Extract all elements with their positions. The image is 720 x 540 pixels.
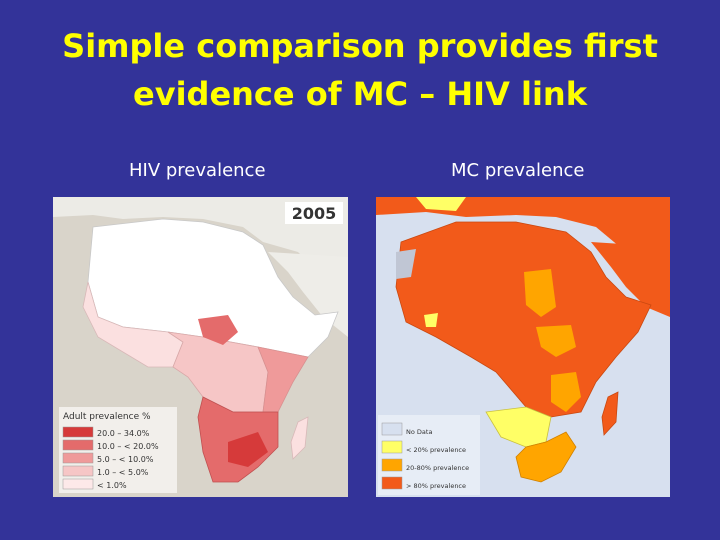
hiv-map-madagascar: [290, 416, 309, 460]
mc-prevalence-map: No Data < 20% prevalence 20-80% prevalence…: [376, 197, 670, 497]
hiv-legend-label: < 1.0%: [97, 481, 127, 490]
mc-map-madagascar: [601, 391, 619, 436]
hiv-year-label: 2005: [292, 204, 337, 223]
mc-map-africa-high: [395, 221, 652, 418]
mc-map-south-mid: [515, 431, 577, 483]
hiv-prevalence-map: 2005 Adult prevalence % 20.0 – 34.0% 10.0…: [53, 197, 348, 497]
mc-legend-swatch: [381, 440, 403, 454]
mc-legend: No Data < 20% prevalence 20-80% prevalence…: [381, 422, 469, 490]
hiv-legend-title: Adult prevalence %: [63, 412, 151, 422]
mc-map-east-mid: [551, 372, 581, 412]
hiv-legend-label: 5.0 – < 10.0%: [97, 455, 154, 464]
mc-legend-swatch: [381, 458, 403, 472]
hiv-map-car: [198, 315, 238, 345]
mc-legend-label: No Data: [406, 428, 432, 436]
hiv-map-graphic: 2005 Adult prevalence % 20.0 – 34.0% 10.0…: [53, 197, 348, 497]
hiv-legend-swatch: [62, 465, 94, 477]
hiv-legend-swatch: [62, 439, 94, 451]
hiv-map-highest-band: [228, 432, 268, 467]
mc-legend-label: > 80% prevalence: [406, 482, 466, 490]
hiv-year-box: [285, 202, 343, 224]
mc-map-central-mid: [536, 325, 576, 357]
mc-map-west-low: [424, 313, 438, 327]
mc-legend-swatch: [381, 422, 403, 436]
hiv-legend-swatch: [62, 452, 94, 464]
hiv-prevalence-label: HIV prevalence: [129, 160, 266, 181]
mc-map-arabia: [591, 242, 670, 317]
mc-legend-label: < 20% prevalence: [406, 446, 466, 454]
mc-prevalence-label: MC prevalence: [451, 160, 585, 181]
hiv-legend-label: 1.0 – < 5.0%: [97, 468, 149, 477]
mc-map-no-data: [396, 249, 416, 279]
mc-legend-label: 20-80% prevalence: [406, 464, 469, 472]
hiv-legend-label: 10.0 – < 20.0%: [97, 442, 159, 451]
slide-title: Simple comparison provides first evidenc…: [20, 22, 700, 118]
hiv-legend: 20.0 – 34.0% 10.0 – < 20.0% 5.0 – < 10.0% 1…: [62, 426, 159, 490]
mc-map-graphic: No Data < 20% prevalence 20-80% prevalence…: [376, 197, 670, 497]
hiv-map-europe: [53, 197, 348, 267]
slide-title-line-2: evidence of MC – HIV link: [133, 75, 587, 113]
hiv-legend-label: 20.0 – 34.0%: [97, 429, 150, 438]
hiv-legend-swatch: [62, 478, 94, 490]
slide-title-line-1: Simple comparison provides first: [62, 27, 658, 65]
mc-map-europe-low: [416, 197, 466, 211]
mc-map-europe: [376, 197, 670, 252]
mc-legend-swatch: [381, 476, 403, 490]
hiv-legend-swatch: [62, 426, 94, 438]
mc-map-sudan-mid: [524, 269, 556, 317]
